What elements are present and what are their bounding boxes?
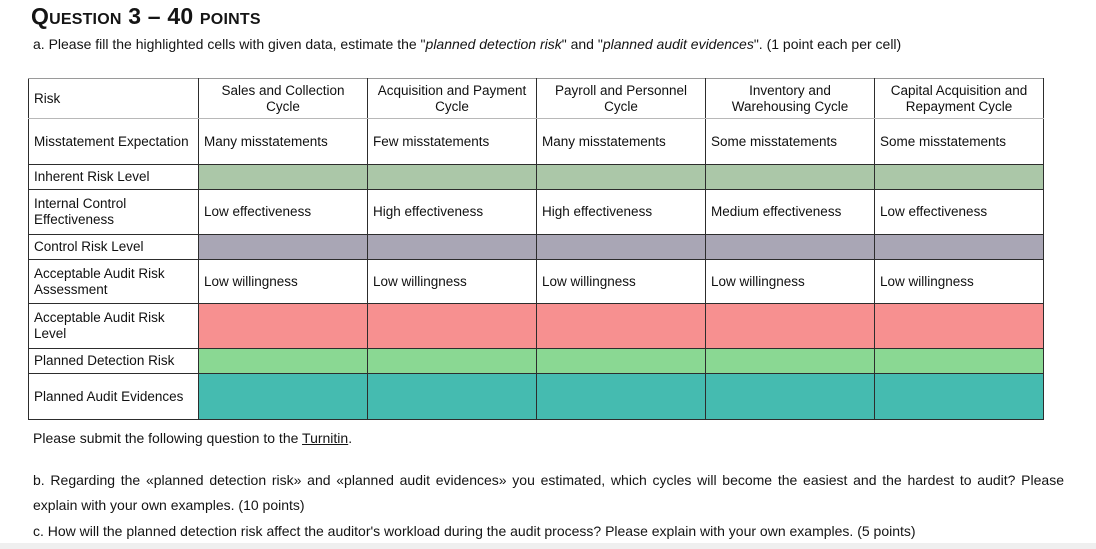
highlighted-fill-in-cell <box>874 303 1044 349</box>
highlighted-fill-in-cell <box>367 348 537 374</box>
table-row: Acceptable Audit Risk Assessment Low will… <box>28 259 1044 304</box>
highlighted-fill-in-cell <box>874 234 1044 260</box>
value-cell: Low effectiveness <box>874 189 1044 235</box>
value-cell: Low willingness <box>198 259 368 304</box>
table-row: Planned Audit Evidences <box>28 373 1044 420</box>
instruction-a-mid: " and " <box>561 36 603 52</box>
highlighted-fill-in-cell <box>874 348 1044 374</box>
table-row: Acceptable Audit Risk Level <box>28 303 1044 349</box>
highlighted-fill-in-cell <box>367 234 537 260</box>
highlighted-fill-in-cell <box>367 303 537 349</box>
value-cell: Many misstatements <box>536 118 706 165</box>
table-row: Internal Control Effectiveness Low effect… <box>28 189 1044 235</box>
value-cell: Low willingness <box>367 259 537 304</box>
instruction-a-suffix: ". (1 point each per cell) <box>753 36 902 52</box>
highlighted-fill-in-cell <box>874 373 1044 420</box>
question-b: b. Regarding the «planned detection risk… <box>33 472 1064 513</box>
value-cell: Few misstatements <box>367 118 537 165</box>
value-cell: Low willingness <box>874 259 1044 304</box>
instruction-a: a. Please fill the highlighted cells wit… <box>33 36 901 52</box>
column-header: Payroll and Personnel Cycle <box>536 78 706 119</box>
page-bottom-edge <box>0 543 1096 549</box>
highlighted-fill-in-cell <box>198 234 368 260</box>
value-cell: High effectiveness <box>367 189 537 235</box>
table-row: Inherent Risk Level <box>28 164 1044 190</box>
instruction-a-italic-1: planned detection risk <box>425 36 562 52</box>
column-header: Acquisition and Payment Cycle <box>367 78 537 119</box>
highlighted-fill-in-cell <box>198 348 368 374</box>
row-label-cell: Control Risk Level <box>28 234 199 260</box>
value-cell: High effectiveness <box>536 189 706 235</box>
row-label-cell: Acceptable Audit Risk Level <box>28 303 199 349</box>
question-c: c. How will the planned detection risk a… <box>33 523 916 539</box>
value-cell: Medium effectiveness <box>705 189 875 235</box>
row-label-cell: Planned Detection Risk <box>28 348 199 374</box>
highlighted-fill-in-cell <box>705 234 875 260</box>
highlighted-fill-in-cell <box>198 164 368 190</box>
row-label-cell: Internal Control Effectiveness <box>28 189 199 235</box>
value-cell: Low willingness <box>536 259 706 304</box>
column-header: Sales and Collection Cycle <box>198 78 368 119</box>
highlighted-fill-in-cell <box>705 164 875 190</box>
table-row: Planned Detection Risk <box>28 348 1044 374</box>
column-header: Capital Acquisition and Repayment Cycle <box>874 78 1044 119</box>
highlighted-fill-in-cell <box>198 373 368 420</box>
highlighted-fill-in-cell <box>367 164 537 190</box>
highlighted-fill-in-cell <box>536 303 706 349</box>
highlighted-fill-in-cell <box>198 303 368 349</box>
value-cell: Some misstatements <box>705 118 875 165</box>
row-label-cell: Inherent Risk Level <box>28 164 199 190</box>
highlighted-fill-in-cell <box>536 373 706 420</box>
highlighted-fill-in-cell <box>536 348 706 374</box>
highlighted-fill-in-cell <box>536 164 706 190</box>
column-header-risk: Risk <box>28 78 199 119</box>
risk-table-header-row: Risk Sales and Collection Cycle Acquisitio… <box>28 78 1044 119</box>
question-title: Question 3 – 40 points <box>31 3 261 29</box>
instruction-a-prefix: a. Please fill the highlighted cells wit… <box>33 36 426 52</box>
submit-note-suffix: . <box>348 430 353 446</box>
highlighted-fill-in-cell <box>705 348 875 374</box>
submit-note: Please submit the following question to … <box>33 430 352 446</box>
value-cell: Some misstatements <box>874 118 1044 165</box>
instruction-a-italic-2: planned audit evidences <box>602 36 754 52</box>
row-label-cell: Planned Audit Evidences <box>28 373 199 420</box>
risk-table: Risk Sales and Collection Cycle Acquisitio… <box>28 78 1044 420</box>
value-cell: Low willingness <box>705 259 875 304</box>
turnitin-link: Turnitin <box>302 430 349 446</box>
column-header: Inventory and Warehousing Cycle <box>705 78 875 119</box>
value-cell: Many misstatements <box>198 118 368 165</box>
table-row: Control Risk Level <box>28 234 1044 260</box>
highlighted-fill-in-cell <box>705 303 875 349</box>
highlighted-fill-in-cell <box>536 234 706 260</box>
highlighted-fill-in-cell <box>874 164 1044 190</box>
highlighted-fill-in-cell <box>705 373 875 420</box>
highlighted-fill-in-cell <box>367 373 537 420</box>
value-cell: Low effectiveness <box>198 189 368 235</box>
row-label-cell: Acceptable Audit Risk Assessment <box>28 259 199 304</box>
submit-note-prefix: Please submit the following question to … <box>33 430 303 446</box>
row-label-cell: Misstatement Expectation <box>28 118 199 165</box>
table-row: Misstatement Expectation Many misstatemen… <box>28 118 1044 165</box>
